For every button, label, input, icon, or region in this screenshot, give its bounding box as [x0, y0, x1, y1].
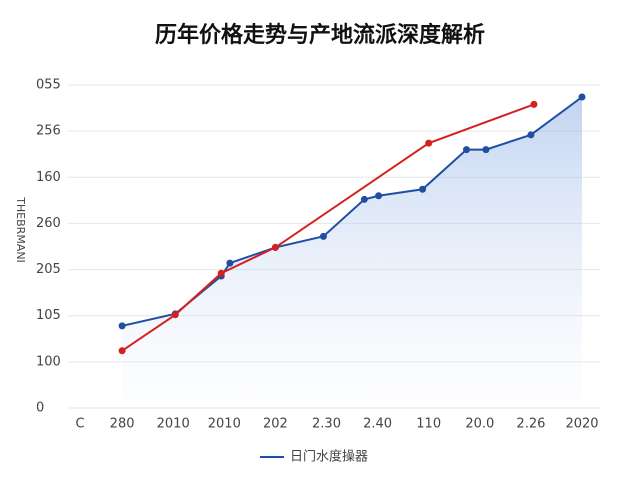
- y-tick-label: 100: [36, 354, 61, 369]
- x-tick-label: 2010: [208, 417, 241, 432]
- point: [530, 100, 538, 108]
- y-tick-label: 055: [36, 78, 61, 93]
- point: [527, 131, 535, 139]
- x-tick-label: 280: [110, 417, 135, 432]
- point: [319, 232, 327, 240]
- x-tick-label: 110: [416, 417, 441, 432]
- point: [463, 146, 471, 154]
- legend-label: 日门水度操器: [290, 449, 368, 465]
- y-tick-label: 105: [36, 308, 61, 323]
- area: [122, 96, 582, 409]
- y-axis-label: THEBRMANI: [14, 196, 27, 263]
- point: [171, 311, 179, 319]
- x-tick-label: 2.40: [363, 417, 392, 432]
- x-tick-label: 20.0: [465, 417, 494, 432]
- point: [375, 192, 383, 200]
- y-tick-label: 0: [36, 401, 44, 416]
- y-tick-label: 205: [36, 262, 61, 277]
- x-tick-label: 2010: [157, 417, 190, 432]
- point: [271, 243, 279, 251]
- point: [425, 139, 433, 147]
- legend: 日门水度操器: [260, 449, 368, 465]
- x-tick-label: 2020: [565, 417, 598, 432]
- point: [360, 195, 368, 203]
- x-tick-label: C: [75, 417, 84, 432]
- y-tick-label: 256: [36, 124, 61, 139]
- line: [121, 103, 535, 352]
- point: [217, 269, 225, 277]
- y-tick-label: 160: [36, 170, 61, 185]
- point: [118, 322, 126, 330]
- point: [578, 93, 586, 101]
- point: [118, 347, 126, 355]
- point: [226, 259, 234, 267]
- y-tick-label: 260: [36, 216, 61, 231]
- x-tick-label: 202: [263, 417, 288, 432]
- x-tick-label: 2.30: [312, 417, 341, 432]
- point: [419, 185, 427, 193]
- point: [482, 146, 490, 154]
- chart-title: 历年价格走势与产地流派深度解析: [155, 22, 485, 48]
- x-tick-label: 2.26: [516, 417, 545, 432]
